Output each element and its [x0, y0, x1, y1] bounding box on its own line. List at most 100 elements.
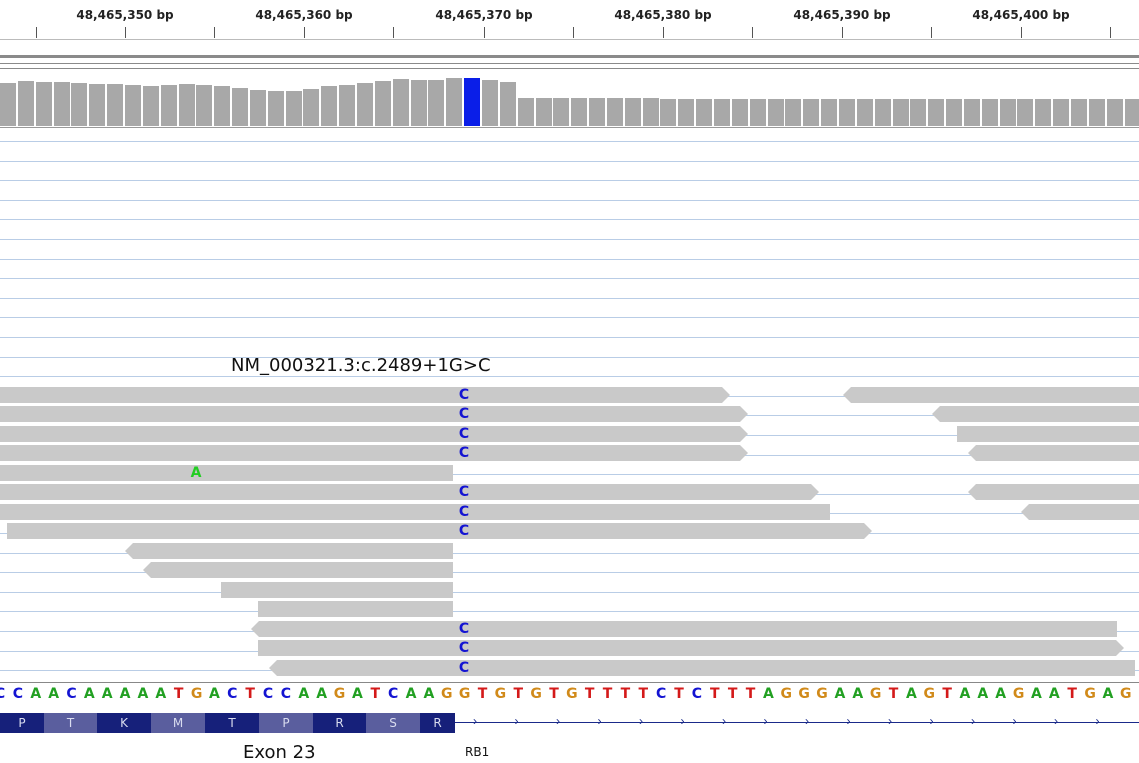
coverage-bar[interactable]: [446, 78, 463, 126]
coverage-bar[interactable]: [910, 99, 927, 126]
coverage-bar[interactable]: [249, 90, 266, 126]
coverage-bar[interactable]: [946, 99, 963, 126]
ruler-tick: [304, 27, 305, 38]
coverage-bar[interactable]: [696, 99, 713, 126]
reference-base: A: [48, 686, 60, 702]
coverage-bar[interactable]: [981, 99, 998, 126]
coverage-bar[interactable]: [589, 98, 606, 126]
coverage-bar[interactable]: [517, 98, 534, 126]
reference-base: T: [888, 686, 899, 702]
coverage-bar[interactable]: [357, 83, 373, 126]
coverage-bar[interactable]: [214, 86, 231, 126]
coverage-bar[interactable]: [53, 82, 70, 126]
coverage-bar[interactable]: [1017, 99, 1034, 126]
coverage-bar[interactable]: [392, 79, 409, 126]
reference-base: G: [566, 686, 578, 702]
reference-base: A: [423, 686, 435, 702]
coverage-bar-highlight[interactable]: [464, 78, 481, 126]
coverage-bar[interactable]: [124, 85, 141, 126]
coverage-bar[interactable]: [874, 99, 891, 126]
coverage-bar[interactable]: [749, 99, 766, 126]
coverage-bar[interactable]: [785, 99, 802, 126]
coverage-bar[interactable]: [1088, 99, 1105, 126]
read[interactable]: [1021, 504, 1139, 520]
read[interactable]: [7, 523, 872, 539]
coverage-bar[interactable]: [624, 98, 641, 126]
gene-track[interactable]: P T K M T P R S R: [0, 713, 1139, 735]
coverage-bar[interactable]: [1071, 99, 1087, 126]
read[interactable]: [0, 426, 748, 442]
read[interactable]: [0, 484, 819, 500]
coverage-bar[interactable]: [428, 80, 445, 126]
read[interactable]: [957, 426, 1139, 442]
ruler-tick: [752, 27, 753, 38]
coverage-bar[interactable]: [178, 84, 195, 126]
coverage-bar[interactable]: [142, 86, 159, 126]
read[interactable]: [269, 660, 1135, 676]
coverage-bar[interactable]: [606, 98, 623, 126]
read[interactable]: [932, 406, 1139, 422]
read[interactable]: [251, 621, 1117, 637]
reference-base: C: [227, 686, 238, 702]
coverage-bar[interactable]: [35, 82, 52, 126]
genomic-ruler[interactable]: 48,465,350 bp 48,465,360 bp 48,465,370 b…: [0, 0, 1139, 40]
read[interactable]: [221, 582, 453, 598]
coverage-bar[interactable]: [499, 82, 516, 126]
read[interactable]: [843, 387, 1139, 403]
coverage-bar[interactable]: [856, 99, 873, 126]
read[interactable]: [258, 601, 453, 617]
coverage-bar[interactable]: [17, 81, 34, 126]
coverage-bar[interactable]: [89, 84, 106, 126]
read[interactable]: [0, 406, 748, 422]
read[interactable]: [125, 543, 453, 559]
reference-sequence-track[interactable]: CCAACAAAAATGACTCCAAGATCAAGGTGTGTGTTTTCTC…: [0, 686, 1139, 708]
read[interactable]: [0, 465, 453, 481]
coverage-bar[interactable]: [481, 80, 498, 126]
coverage-bar[interactable]: [71, 83, 88, 126]
read[interactable]: [143, 562, 453, 578]
coverage-bar[interactable]: [410, 80, 427, 126]
read[interactable]: [0, 445, 748, 461]
coverage-track[interactable]: [0, 72, 1139, 126]
coverage-bar[interactable]: [821, 99, 838, 126]
reference-base: T: [602, 686, 613, 702]
coverage-bar[interactable]: [1035, 99, 1052, 126]
coverage-bar[interactable]: [107, 84, 124, 126]
coverage-bar[interactable]: [303, 89, 320, 126]
coverage-bar[interactable]: [267, 91, 284, 126]
coverage-bar[interactable]: [963, 99, 980, 126]
coverage-bar[interactable]: [714, 99, 730, 126]
coverage-bar[interactable]: [838, 99, 855, 126]
coverage-bar[interactable]: [553, 98, 570, 126]
coverage-bar[interactable]: [285, 91, 302, 126]
coverage-bar[interactable]: [160, 85, 177, 126]
coverage-bar[interactable]: [767, 99, 784, 126]
read[interactable]: [968, 445, 1139, 461]
reference-base: C: [66, 686, 77, 702]
coverage-bar[interactable]: [339, 85, 356, 126]
read[interactable]: [258, 640, 1124, 656]
coverage-bar[interactable]: [660, 99, 677, 126]
coverage-bar[interactable]: [1053, 99, 1070, 126]
coverage-bar[interactable]: [892, 99, 909, 126]
coverage-bar[interactable]: [803, 99, 820, 126]
coverage-bar[interactable]: [1124, 99, 1139, 126]
coverage-bar[interactable]: [642, 98, 659, 126]
coverage-bar[interactable]: [535, 98, 552, 126]
coverage-bar[interactable]: [321, 86, 338, 126]
coverage-bar[interactable]: [731, 99, 748, 126]
coverage-bar[interactable]: [928, 99, 945, 126]
coverage-bar[interactable]: [678, 99, 695, 126]
read[interactable]: [0, 504, 830, 520]
coverage-bar[interactable]: [1106, 99, 1123, 126]
coverage-bar[interactable]: [999, 99, 1016, 126]
coverage-bar[interactable]: [0, 83, 16, 126]
coverage-bar[interactable]: [196, 85, 213, 126]
reference-base: A: [137, 686, 149, 702]
coverage-bar[interactable]: [374, 81, 391, 126]
read[interactable]: [968, 484, 1139, 500]
coverage-bar[interactable]: [571, 98, 588, 126]
gene-name-label[interactable]: RB1: [465, 745, 490, 759]
coverage-bar[interactable]: [232, 88, 249, 126]
read[interactable]: [0, 387, 730, 403]
